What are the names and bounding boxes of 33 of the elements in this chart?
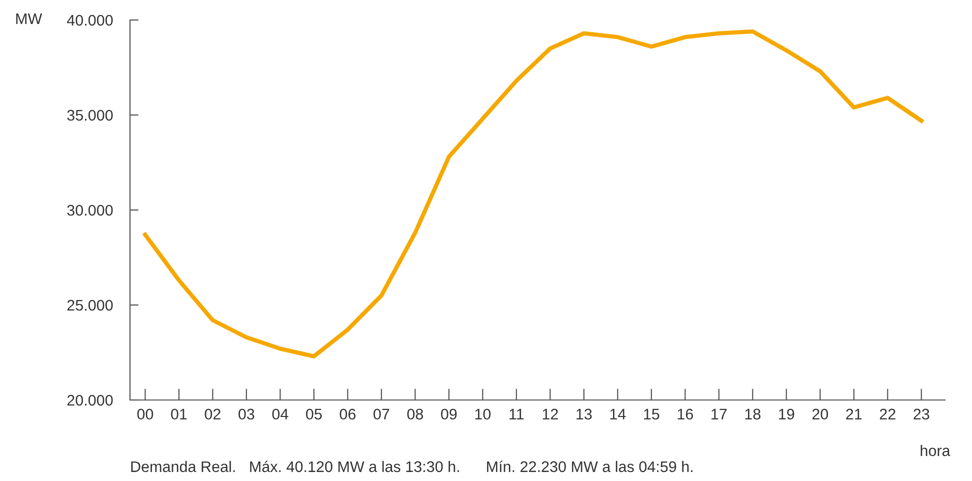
x-tick-label: 19 [779,408,794,420]
x-tick-label: 13 [576,408,592,420]
x-tick-label: 01 [171,408,187,420]
x-tick-label: 16 [678,408,693,420]
x-tick-label: 14 [610,408,626,420]
y-tick-label: 30.000 [67,204,113,216]
x-tick-label: 04 [272,408,288,420]
x-axis-title: hora [920,444,950,456]
x-tick-label: 20 [812,408,828,420]
x-tick-label: 07 [374,408,390,420]
x-tick-label: 17 [712,408,727,420]
x-tick-label: 12 [542,408,558,420]
x-tick-label: 08 [407,408,423,420]
x-tick-label: 00 [137,408,154,420]
x-tick-label: 18 [745,408,760,420]
x-tick-label: 05 [306,408,322,420]
x-tick-label: 02 [204,408,220,420]
x-tick-label: 22 [880,408,896,420]
y-tick-label: 20.000 [67,394,113,406]
x-tick-label: 10 [475,408,491,420]
y-axis-title: MW [16,13,42,24]
y-tick-label: 25.000 [67,300,113,311]
line-series [143,29,924,358]
text: Demanda Real. Máx. 40.120 MW a las 13:30 h. Mín. 22.230 MW a las 04:59 h. [131,460,692,472]
x-tick-label: 06 [340,408,356,420]
x-tick-label: 15 [644,408,660,420]
x-tick-label: 21 [846,408,862,420]
y-tick-label: 35.000 [67,110,113,121]
y-tick-label: 40.000 [66,14,113,26]
x-tick-label: 09 [441,408,457,420]
x-tick-label: 23 [914,408,930,420]
x-tick-label: 11 [510,408,524,420]
x-tick-label: 03 [238,408,254,420]
